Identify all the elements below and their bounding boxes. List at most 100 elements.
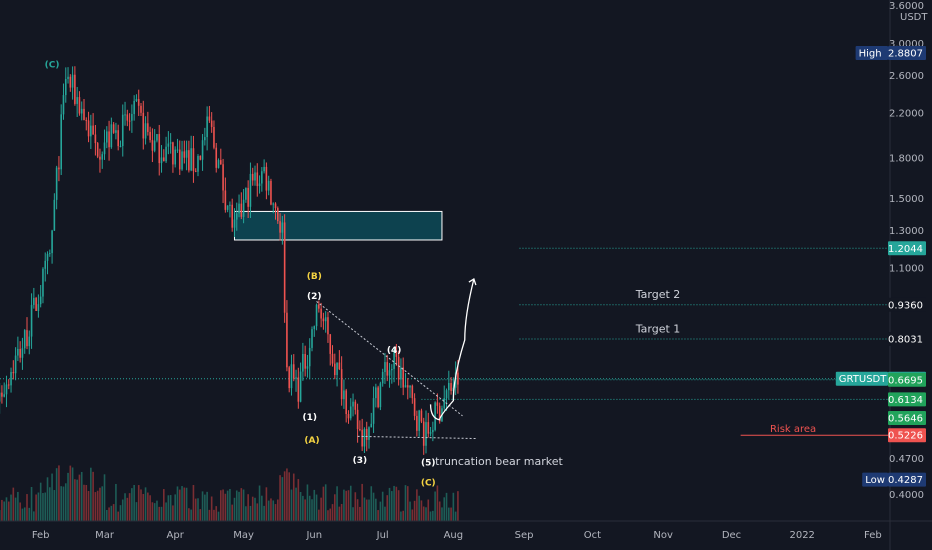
volume-bar	[363, 497, 366, 521]
candle-body	[340, 369, 343, 400]
price-tick: 1.1000	[889, 264, 924, 275]
candle-body	[142, 112, 145, 139]
price-tag-prefix: GRTUSDT	[839, 374, 887, 385]
volume-bar	[386, 495, 389, 521]
volume-bar	[242, 489, 245, 521]
supply-zone-box	[233, 210, 443, 241]
volume-bar	[137, 485, 140, 521]
candle-body	[35, 297, 37, 312]
volume-bar	[142, 493, 145, 521]
volume-bar	[46, 477, 49, 521]
volume-bar	[324, 484, 327, 521]
volume-bar	[188, 508, 190, 521]
price-tick: 1.5000	[889, 194, 924, 205]
candle-body	[117, 130, 119, 147]
candle-body	[135, 98, 138, 101]
volume-bar	[384, 506, 386, 521]
volume-bar	[452, 492, 455, 521]
candle-body	[427, 422, 430, 434]
volume-bar	[308, 495, 311, 521]
volume-bar	[457, 491, 459, 521]
time-tick: Feb	[32, 530, 50, 541]
volume-bar	[92, 471, 94, 521]
candle-body	[384, 362, 386, 373]
candle-body	[201, 140, 204, 160]
price-tag-value: 0.8031	[888, 335, 923, 346]
candle-body	[420, 410, 423, 422]
candle-body	[233, 219, 236, 228]
candle-body	[370, 423, 373, 428]
candle-body	[119, 146, 122, 148]
price-tick: 3.0000	[889, 39, 924, 50]
volume-bar	[322, 486, 325, 521]
supply-zone[interactable]	[233, 210, 443, 241]
candle-body	[76, 97, 78, 104]
candle-body	[55, 167, 58, 200]
volume-bar	[30, 487, 33, 521]
risk-area-label: Risk area	[770, 424, 816, 435]
candle-body	[334, 363, 336, 376]
candle-body	[297, 377, 300, 402]
wave-label: (B)	[307, 272, 322, 282]
candle-body	[345, 390, 347, 415]
candle-body	[283, 222, 286, 313]
volume-bar	[33, 511, 35, 521]
price-tag-value: 0.9360	[888, 300, 923, 311]
price-axis[interactable]: 3.6000 3.0000 2.6000 2.2000 1.8000 1.5000 1.30…	[835, 1, 926, 501]
candle-body	[144, 123, 147, 139]
candle-body	[391, 368, 393, 371]
volume-bar	[74, 479, 76, 521]
volume-bar	[304, 499, 306, 521]
candle-body	[158, 134, 161, 164]
candle-body	[28, 336, 31, 347]
candle-body	[368, 427, 370, 440]
volume-bar	[121, 499, 124, 521]
volume-bar	[450, 507, 452, 521]
candle-body	[108, 131, 110, 148]
candle-body	[215, 147, 218, 168]
volume-bar	[215, 506, 218, 521]
volume-bar	[64, 483, 67, 521]
candle-body	[265, 166, 268, 191]
candle-body	[404, 385, 407, 388]
volume-bar	[254, 497, 256, 521]
price-tick: 2.6000	[889, 71, 924, 82]
volume-bar	[391, 491, 393, 521]
volume-bar	[206, 491, 208, 521]
candlesticks	[0, 66, 459, 455]
time-axis[interactable]: Feb Mar Apr May Jun Jul Aug Sep Oct Nov Dec 2022 Feb	[32, 530, 882, 541]
candle-body	[176, 149, 179, 151]
candle-body	[26, 330, 28, 347]
volume-bar	[336, 486, 338, 521]
volume-bar	[292, 473, 295, 521]
volume-bar	[274, 504, 277, 521]
candle-body	[149, 131, 151, 141]
candle-body	[74, 74, 76, 104]
volume-bar	[21, 508, 24, 521]
volume-bar	[377, 510, 379, 521]
volume-bar	[315, 494, 318, 521]
candle-body	[1, 392, 3, 397]
volume-bar	[42, 493, 44, 521]
drawings[interactable]	[316, 278, 477, 440]
volume-bar	[416, 489, 418, 521]
price-tag-bg	[888, 297, 926, 312]
candle-body	[354, 401, 357, 410]
volume-bar	[7, 501, 10, 521]
price-tag-bg	[888, 372, 926, 387]
volume-bar	[44, 492, 47, 521]
price-tag-value: 0.5646	[888, 413, 923, 424]
volume-bar	[208, 509, 211, 521]
volume-bar	[258, 485, 261, 521]
volume-bar	[354, 492, 357, 521]
wave-label: (1)	[302, 413, 317, 423]
price-tick: 3.6000	[889, 1, 924, 12]
candle-body	[167, 143, 170, 147]
volume-bar	[438, 501, 441, 521]
volume-bar	[19, 502, 21, 521]
candle-body	[338, 362, 341, 370]
candle-body	[397, 356, 400, 380]
volume-bar	[381, 491, 384, 521]
volume-bar	[343, 489, 345, 521]
